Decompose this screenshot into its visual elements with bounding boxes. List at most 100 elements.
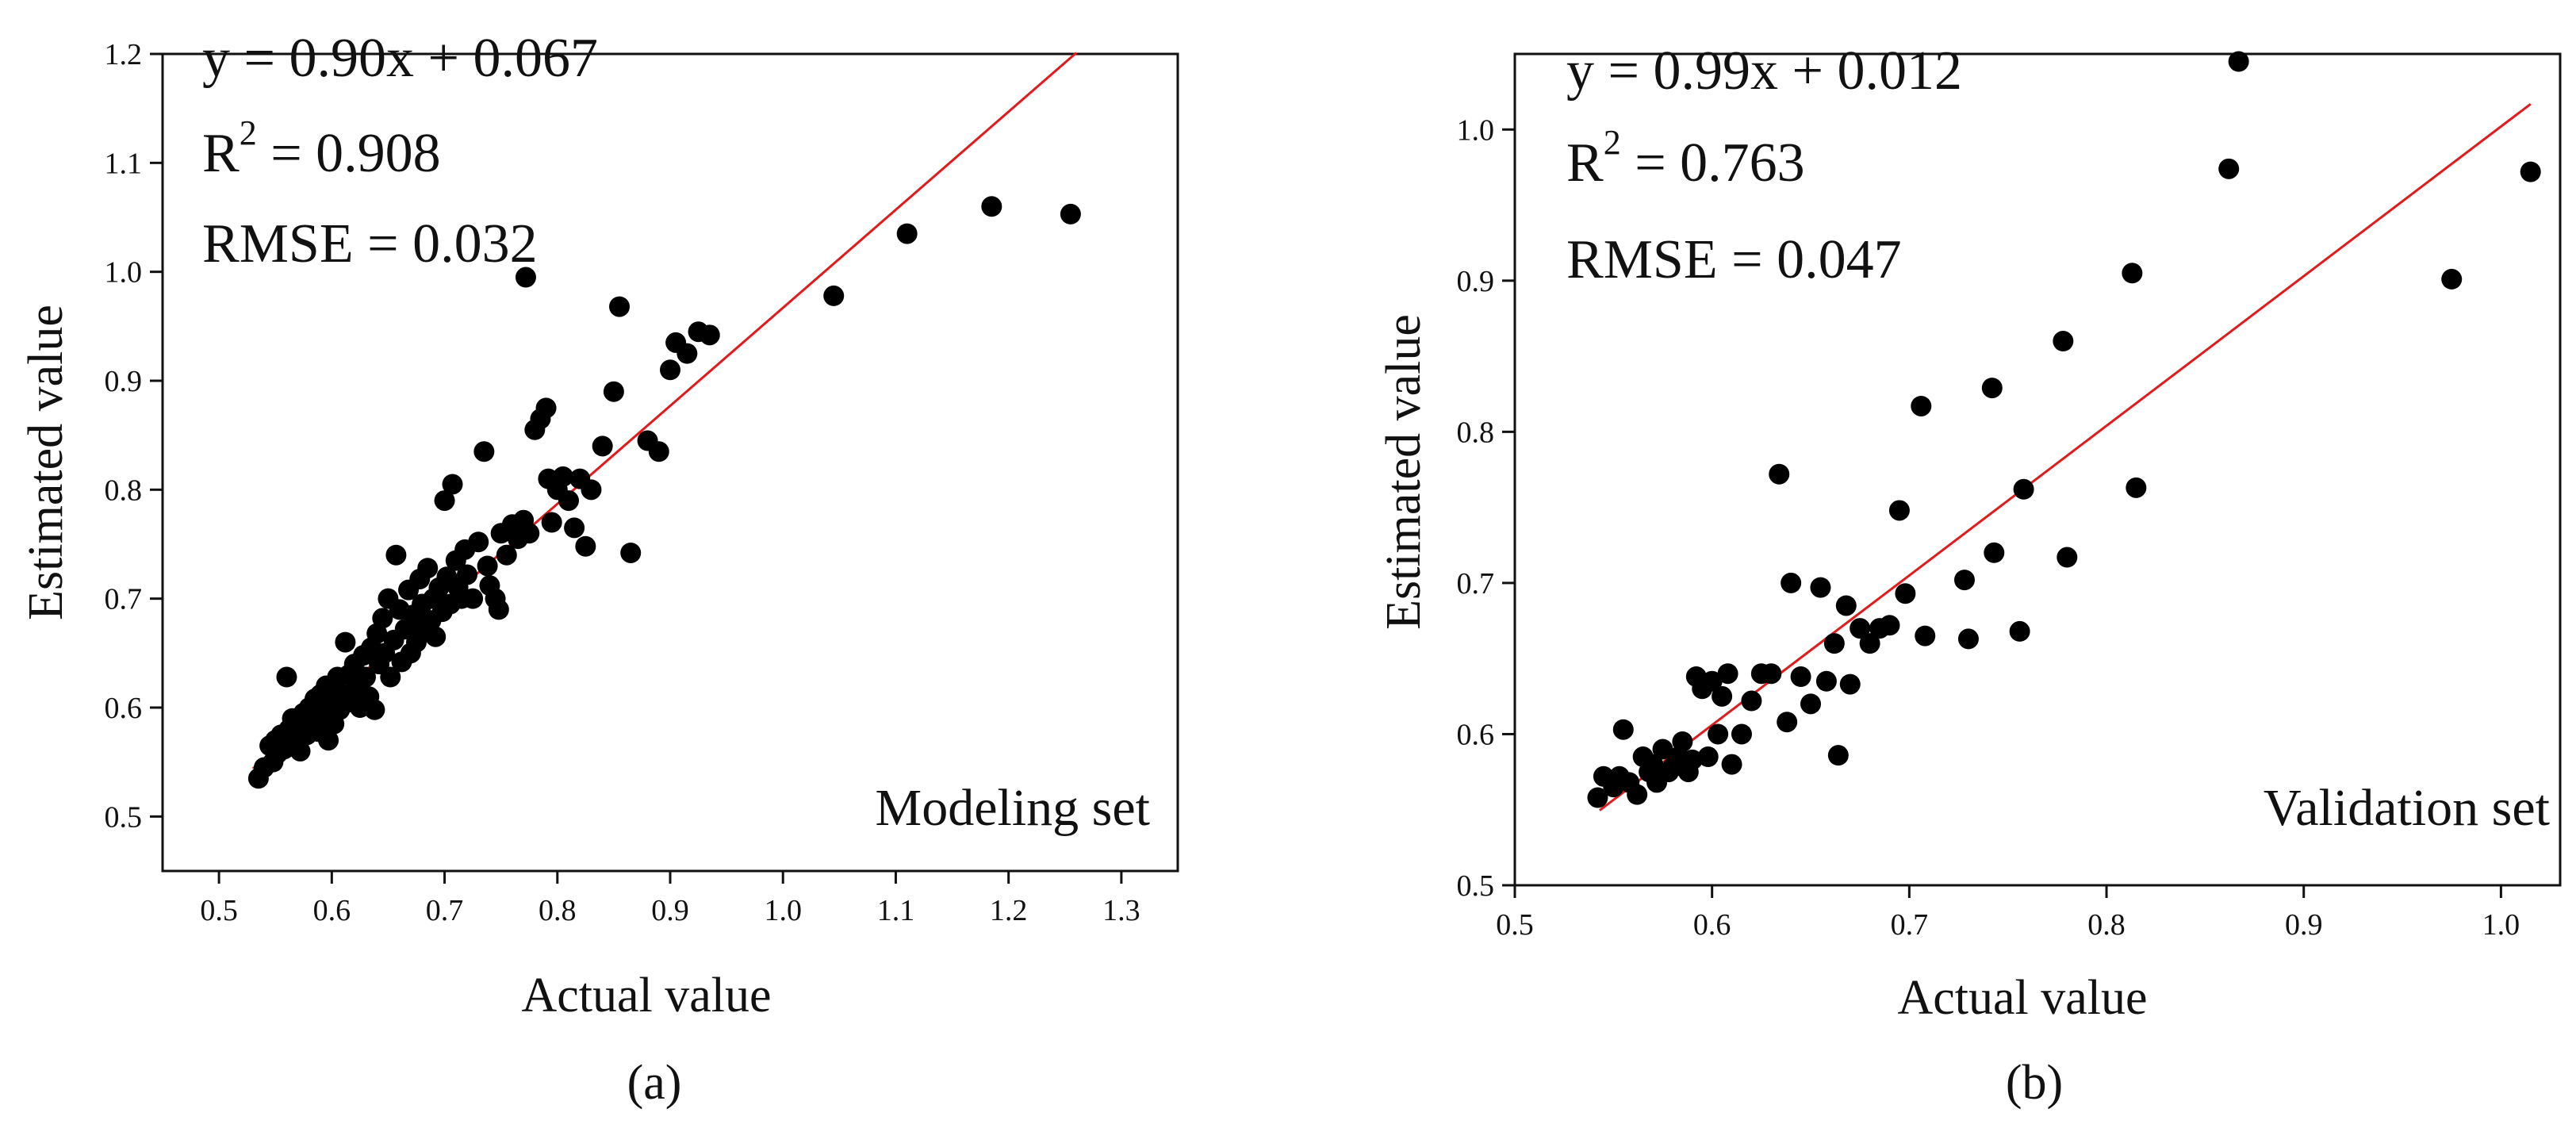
panel-a-data-point: [318, 730, 339, 751]
panel-b-x-tick-label: 0.6: [1693, 908, 1731, 942]
panel-a-data-point: [552, 466, 573, 487]
panel-b-data-point: [1953, 570, 1975, 591]
panel-b-r2-sup: 2: [1604, 123, 1621, 162]
panel-b-data-point: [2126, 477, 2147, 498]
panel-b-data-point: [1911, 395, 1932, 416]
panel-b-caption: (b): [2006, 1056, 2063, 1110]
panel-a-y-tick-label: 0.5: [105, 800, 143, 834]
panel-b-y-tick-label: 1.0: [1457, 113, 1495, 147]
panel-b-data-point: [1915, 625, 1936, 646]
panel-a-data-point: [558, 490, 579, 512]
panel-a-data-point: [473, 441, 495, 462]
panel-a-x-tick-label: 1.0: [764, 894, 802, 927]
panel-b-data-point: [1587, 787, 1608, 808]
panel-b-x-tick-label: 0.9: [2285, 908, 2323, 942]
panel-b-data-point: [1721, 754, 1742, 775]
panel-a-y-tick-label: 0.8: [105, 474, 143, 507]
panel-b-data-point: [1888, 500, 1910, 521]
panel-a-data-point: [477, 555, 498, 577]
panel-a-equation: y = 0.90x + 0.067: [202, 28, 598, 89]
panel-a-y-tick-label: 0.9: [105, 365, 143, 398]
panel-b-plot-frame: [1513, 52, 2562, 887]
panel-a-r2-sup: 2: [240, 113, 257, 152]
panel-b-data-point: [1835, 595, 1857, 616]
panel-a-x-tick-label: 0.5: [200, 894, 238, 927]
panel-b-data-point: [1612, 719, 1634, 740]
panel-a-r2-value: = 0.908: [257, 123, 441, 184]
panel-b-x-tick-label: 1.0: [2482, 908, 2520, 942]
panel-b-data-point: [1850, 618, 1871, 639]
panel-b-x-tick-label: 0.7: [1891, 908, 1929, 942]
panel-b-data-point: [1681, 749, 1703, 770]
panel-b-data-point: [1652, 739, 1673, 760]
panel-b-data-point: [1800, 693, 1822, 715]
panel-b-data-point: [1823, 633, 1845, 654]
panel-b-data-point: [2441, 268, 2463, 290]
panel-b-data-point: [1717, 663, 1738, 685]
panel-b-data-point: [2228, 51, 2249, 72]
panel-a-x-tick-label: 0.7: [426, 894, 464, 927]
panel-a-data-point: [364, 699, 385, 720]
panel-b-x-tick-label: 0.5: [1496, 908, 1534, 942]
panel-a-data-point: [535, 397, 557, 419]
panel-a-data-point: [372, 608, 393, 629]
panel-a-data-point: [541, 512, 562, 533]
panel-a-data-point: [648, 441, 669, 462]
panel-a-data-point: [488, 599, 509, 620]
panel-b-data-point: [1827, 745, 1849, 766]
panel-a-data-point: [581, 479, 602, 501]
panel-b-data-point: [1895, 583, 1916, 604]
panel-b-data-point: [1984, 542, 2005, 563]
panel-b-data-point: [1643, 754, 1664, 775]
panel-b-r2-value: = 0.763: [1621, 132, 1805, 194]
panel-b-x-ticks: 0.5 0.6 0.7 0.8 0.9 1.0: [1496, 885, 2520, 942]
panel-a-data-point: [981, 196, 1002, 217]
panel-b-y-tick-label: 0.5: [1457, 869, 1495, 903]
panel-a-set-label: Modeling set: [876, 779, 1150, 837]
panel-b-y-tick-label: 0.6: [1457, 718, 1495, 751]
panel-a-data-point: [699, 324, 720, 346]
panel-a-data-point: [276, 666, 297, 688]
panel-b-data-point: [2122, 263, 2143, 284]
panel-a-data-point: [385, 544, 407, 566]
panel-a-data-point: [380, 666, 401, 688]
panel-b-r2-prefix: R: [1566, 132, 1604, 194]
panel-b-data-point: [1981, 378, 2003, 399]
panel-b-data-point: [2520, 161, 2541, 182]
panel-a-rmse: RMSE = 0.032: [202, 213, 538, 274]
panel-a-x-ticks: 0.5 0.6 0.7 0.8 0.9 1.0 1.1 1.2 1.3: [200, 871, 1140, 927]
panel-b-x-axis-title: Actual value: [1897, 971, 2147, 1025]
panel-b-data-point: [1731, 723, 1752, 745]
panel-a-y-tick-label: 0.7: [105, 583, 143, 616]
panel-a-data-point: [425, 626, 447, 647]
panel-b-points: [1587, 51, 2541, 808]
panel-a-data-point: [620, 542, 642, 563]
panel-b-r2: R2 = 0.763: [1566, 123, 1805, 194]
panel-a-data-point: [609, 296, 630, 317]
panel-a-x-tick-label: 0.8: [539, 894, 577, 927]
panel-b-data-point: [2057, 547, 2078, 568]
panel-a-data-point: [592, 435, 613, 457]
panel-a-points: [247, 196, 1081, 789]
panel-b-data-point: [2053, 331, 2074, 352]
panel-a-data-point: [457, 564, 477, 585]
panel-b-data-point: [1672, 731, 1693, 752]
panel-a-data-point: [515, 267, 536, 288]
panel-a-y-tick-label: 0.6: [105, 692, 143, 725]
panel-b-data-point: [1769, 463, 1790, 485]
panel-a-data-point: [823, 285, 845, 306]
panel-a-data-point: [519, 523, 540, 544]
panel-b-data-point: [1701, 670, 1723, 692]
panel-a-x-tick-label: 0.9: [651, 894, 689, 927]
panel-a-data-point: [434, 490, 455, 512]
panel-a-x-tick-label: 1.3: [1102, 894, 1140, 927]
panel-b-data-point: [1627, 784, 1648, 805]
panel-b-validation-set: 0.5 0.6 0.7 0.8 0.9 1.0 0.5 0.6 0.7 0.8 0.9 1.0 y …: [1377, 40, 2562, 1110]
panel-a-data-point: [575, 535, 596, 557]
panel-b-data-point: [2009, 620, 2030, 642]
panel-a-y-tick-label: 1.2: [105, 38, 143, 71]
panel-a-data-point: [564, 517, 585, 539]
panel-a-r2: R2 = 0.908: [202, 113, 441, 184]
panel-b-data-point: [2218, 158, 2240, 179]
